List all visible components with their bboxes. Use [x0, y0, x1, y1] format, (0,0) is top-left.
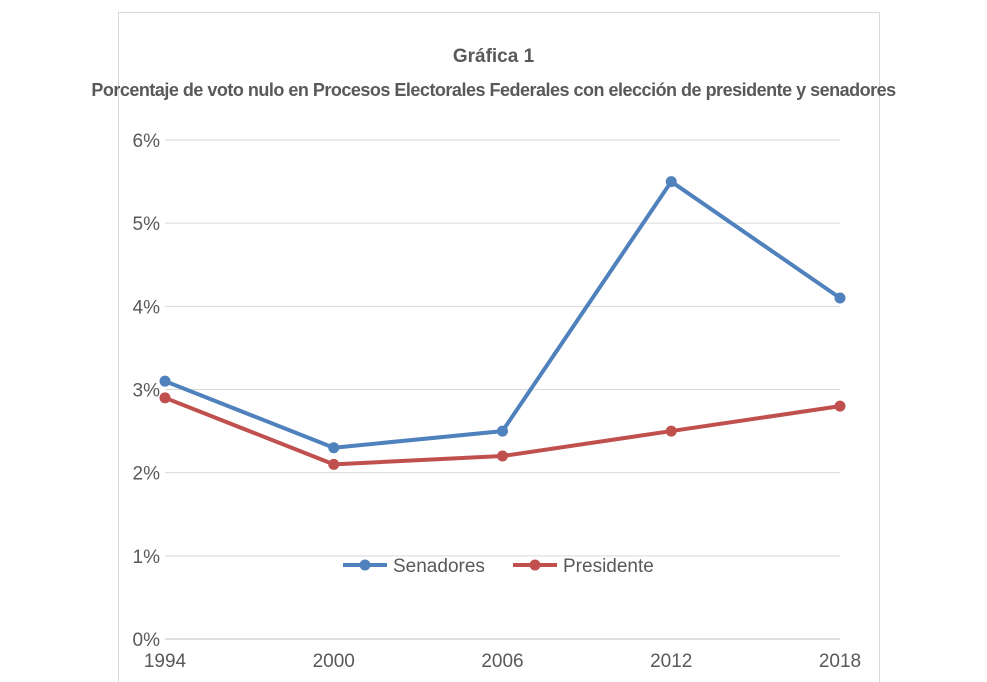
data-point-senadores — [665, 176, 677, 188]
y-tick-label: 0% — [133, 630, 161, 651]
legend-marker — [359, 559, 371, 571]
series-lines — [159, 176, 846, 470]
y-tick-label: 2% — [133, 464, 161, 485]
data-point-presidente — [497, 450, 508, 462]
y-tick-label: 6% — [133, 131, 161, 152]
chart-title: Gráfica 1 — [452, 46, 535, 67]
data-point-senadores — [328, 442, 340, 454]
data-point-presidente — [834, 400, 846, 412]
chart-subtitle: Porcentaje de voto nulo en Procesos Elec… — [91, 80, 896, 100]
x-tick-label: 2018 — [819, 651, 861, 672]
legend-marker — [529, 559, 541, 571]
series-line-senadores — [163, 179, 842, 450]
y-tick-label: 5% — [133, 214, 161, 235]
x-tick-label: 2006 — [481, 651, 523, 672]
y-tick-label: 1% — [133, 547, 161, 568]
x-tick-label: 1994 — [144, 651, 187, 672]
chart-frame — [118, 12, 880, 682]
grid-lines — [165, 139, 840, 640]
data-point-senadores — [159, 375, 171, 387]
x-tick-label: 2012 — [650, 651, 692, 672]
x-axis-ticks: 1994 2000 2006 2012 2018 — [144, 651, 861, 672]
data-point-senadores — [497, 425, 508, 437]
x-tick-label: 2000 — [313, 651, 355, 672]
y-tick-label: 3% — [133, 381, 161, 402]
data-point-presidente — [665, 425, 677, 437]
legend: Senadores Presidente — [343, 556, 654, 577]
data-point-senadores — [834, 292, 846, 304]
legend-label: Senadores — [393, 556, 485, 577]
data-point-presidente — [159, 392, 171, 404]
y-tick-label: 4% — [133, 297, 161, 318]
y-axis-ticks: 0% 1% 2% 3% 4% 5% 6% — [133, 131, 161, 651]
legend-label: Presidente — [563, 556, 654, 577]
data-point-presidente — [328, 458, 340, 470]
